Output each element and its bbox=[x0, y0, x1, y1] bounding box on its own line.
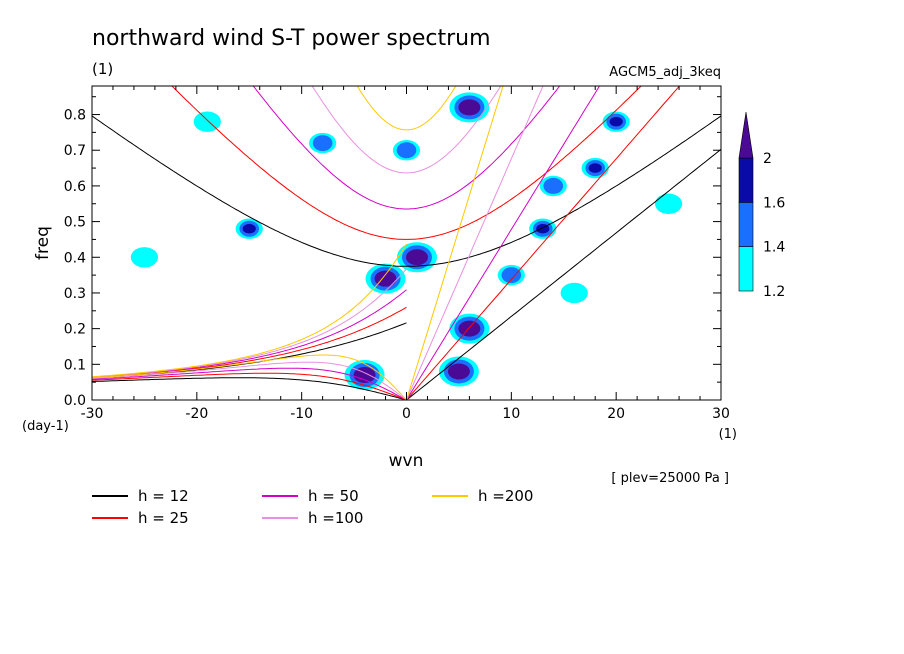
legend-label: h = 50 bbox=[308, 487, 359, 505]
power-region-peak bbox=[447, 363, 470, 380]
power-region-peak bbox=[458, 99, 481, 116]
kelvin-wave-curve bbox=[406, 86, 504, 400]
unit-label: (1) bbox=[92, 60, 113, 78]
y-tick-label: 0.7 bbox=[64, 143, 86, 159]
experiment-label: AGCM5_adj_3keq bbox=[609, 65, 721, 80]
plev-note: [ plev=25000 Pa ] bbox=[611, 471, 729, 486]
power-region bbox=[130, 247, 159, 268]
inertia-gravity-wave-curve bbox=[92, 115, 721, 267]
y-tick-label: 0.1 bbox=[64, 357, 86, 373]
y-tick-label: 0.8 bbox=[64, 108, 86, 124]
colorbar-swatch bbox=[738, 157, 754, 203]
x-unit-label: (1) bbox=[719, 427, 737, 442]
power-region-peak bbox=[374, 270, 397, 287]
inertia-gravity-wave-curve bbox=[311, 86, 502, 174]
x-tick-label: 10 bbox=[502, 406, 520, 422]
y-tick-label: 0.3 bbox=[64, 286, 86, 302]
x-tick-label: 30 bbox=[712, 406, 730, 422]
inertia-gravity-wave-curve bbox=[356, 86, 457, 131]
power-region-peak bbox=[353, 367, 376, 384]
power-region-peak bbox=[609, 116, 623, 127]
power-contours bbox=[130, 92, 683, 391]
inertia-gravity-wave-curve bbox=[252, 86, 561, 210]
legend-label: h =200 bbox=[478, 487, 533, 505]
kelvin-wave-curve bbox=[406, 86, 681, 400]
colorbar-label: 1.4 bbox=[763, 240, 785, 256]
kelvin-wave-curve bbox=[406, 86, 601, 400]
x-tick-label: -20 bbox=[185, 406, 208, 422]
legend-label: h = 25 bbox=[138, 509, 189, 527]
power-region-peak bbox=[242, 223, 256, 234]
y-tick-label: 0.6 bbox=[64, 179, 86, 195]
x-tick-label: 20 bbox=[607, 406, 625, 422]
rossby-wave-curve bbox=[92, 372, 407, 400]
rossby-wave-curve bbox=[92, 361, 407, 400]
colorbar: 1.2 1.4 1.6 2 bbox=[738, 111, 785, 300]
kelvin-wave-curve bbox=[406, 148, 721, 400]
inertia-gravity-wave-curve bbox=[171, 86, 642, 240]
power-region-peak bbox=[405, 249, 428, 266]
colorbar-label: 1.6 bbox=[763, 195, 785, 211]
power-region-peak bbox=[588, 163, 602, 173]
colorbar-label: 1.2 bbox=[763, 284, 785, 300]
rossby-wave-curve bbox=[92, 354, 407, 400]
colorbar-swatch bbox=[738, 246, 754, 292]
x-tick-label: -10 bbox=[290, 406, 313, 422]
colorbar-label: 2 bbox=[763, 151, 772, 167]
y-axis-label: freq bbox=[33, 226, 53, 260]
colorbar-swatch bbox=[738, 202, 754, 247]
dispersion-curves bbox=[92, 86, 721, 400]
power-region-core bbox=[312, 135, 333, 152]
y-axis: 0.0 0.1 0.2 0.3 0.4 0.5 0.6 0.7 0.8 bbox=[64, 96, 721, 409]
power-region-core bbox=[396, 142, 417, 159]
x-tick-label: 0 bbox=[402, 406, 411, 422]
power-region-core bbox=[543, 177, 564, 194]
rossby-wave-curve bbox=[92, 367, 407, 400]
y-tick-label: 0.4 bbox=[64, 250, 86, 266]
power-region bbox=[654, 193, 683, 214]
mrg-wave-curve bbox=[92, 243, 407, 378]
power-region bbox=[560, 282, 588, 304]
x-axis: -30 -20 -10 0 10 20 30 bbox=[81, 86, 730, 422]
x-tick-label: -30 bbox=[81, 406, 104, 422]
power-region-peak bbox=[458, 320, 481, 337]
colorbar-overflow-triangle bbox=[738, 111, 754, 159]
legend-label: h =100 bbox=[308, 509, 363, 527]
power-region-core bbox=[501, 267, 522, 284]
y-unit-label: (day-1) bbox=[22, 419, 69, 434]
legend: h = 12 h = 25 h = 50 h =100 h =200 bbox=[92, 487, 533, 527]
kelvin-wave-curve bbox=[406, 86, 544, 400]
legend-label: h = 12 bbox=[138, 487, 189, 505]
y-tick-label: 0.2 bbox=[64, 322, 86, 338]
x-axis-label: wvn bbox=[389, 451, 424, 471]
y-tick-label: 0.0 bbox=[64, 393, 86, 409]
rossby-wave-curve bbox=[92, 377, 407, 400]
y-tick-label: 0.5 bbox=[64, 215, 86, 231]
chart-title: northward wind S-T power spectrum bbox=[92, 26, 491, 51]
plot-frame bbox=[91, 85, 722, 401]
